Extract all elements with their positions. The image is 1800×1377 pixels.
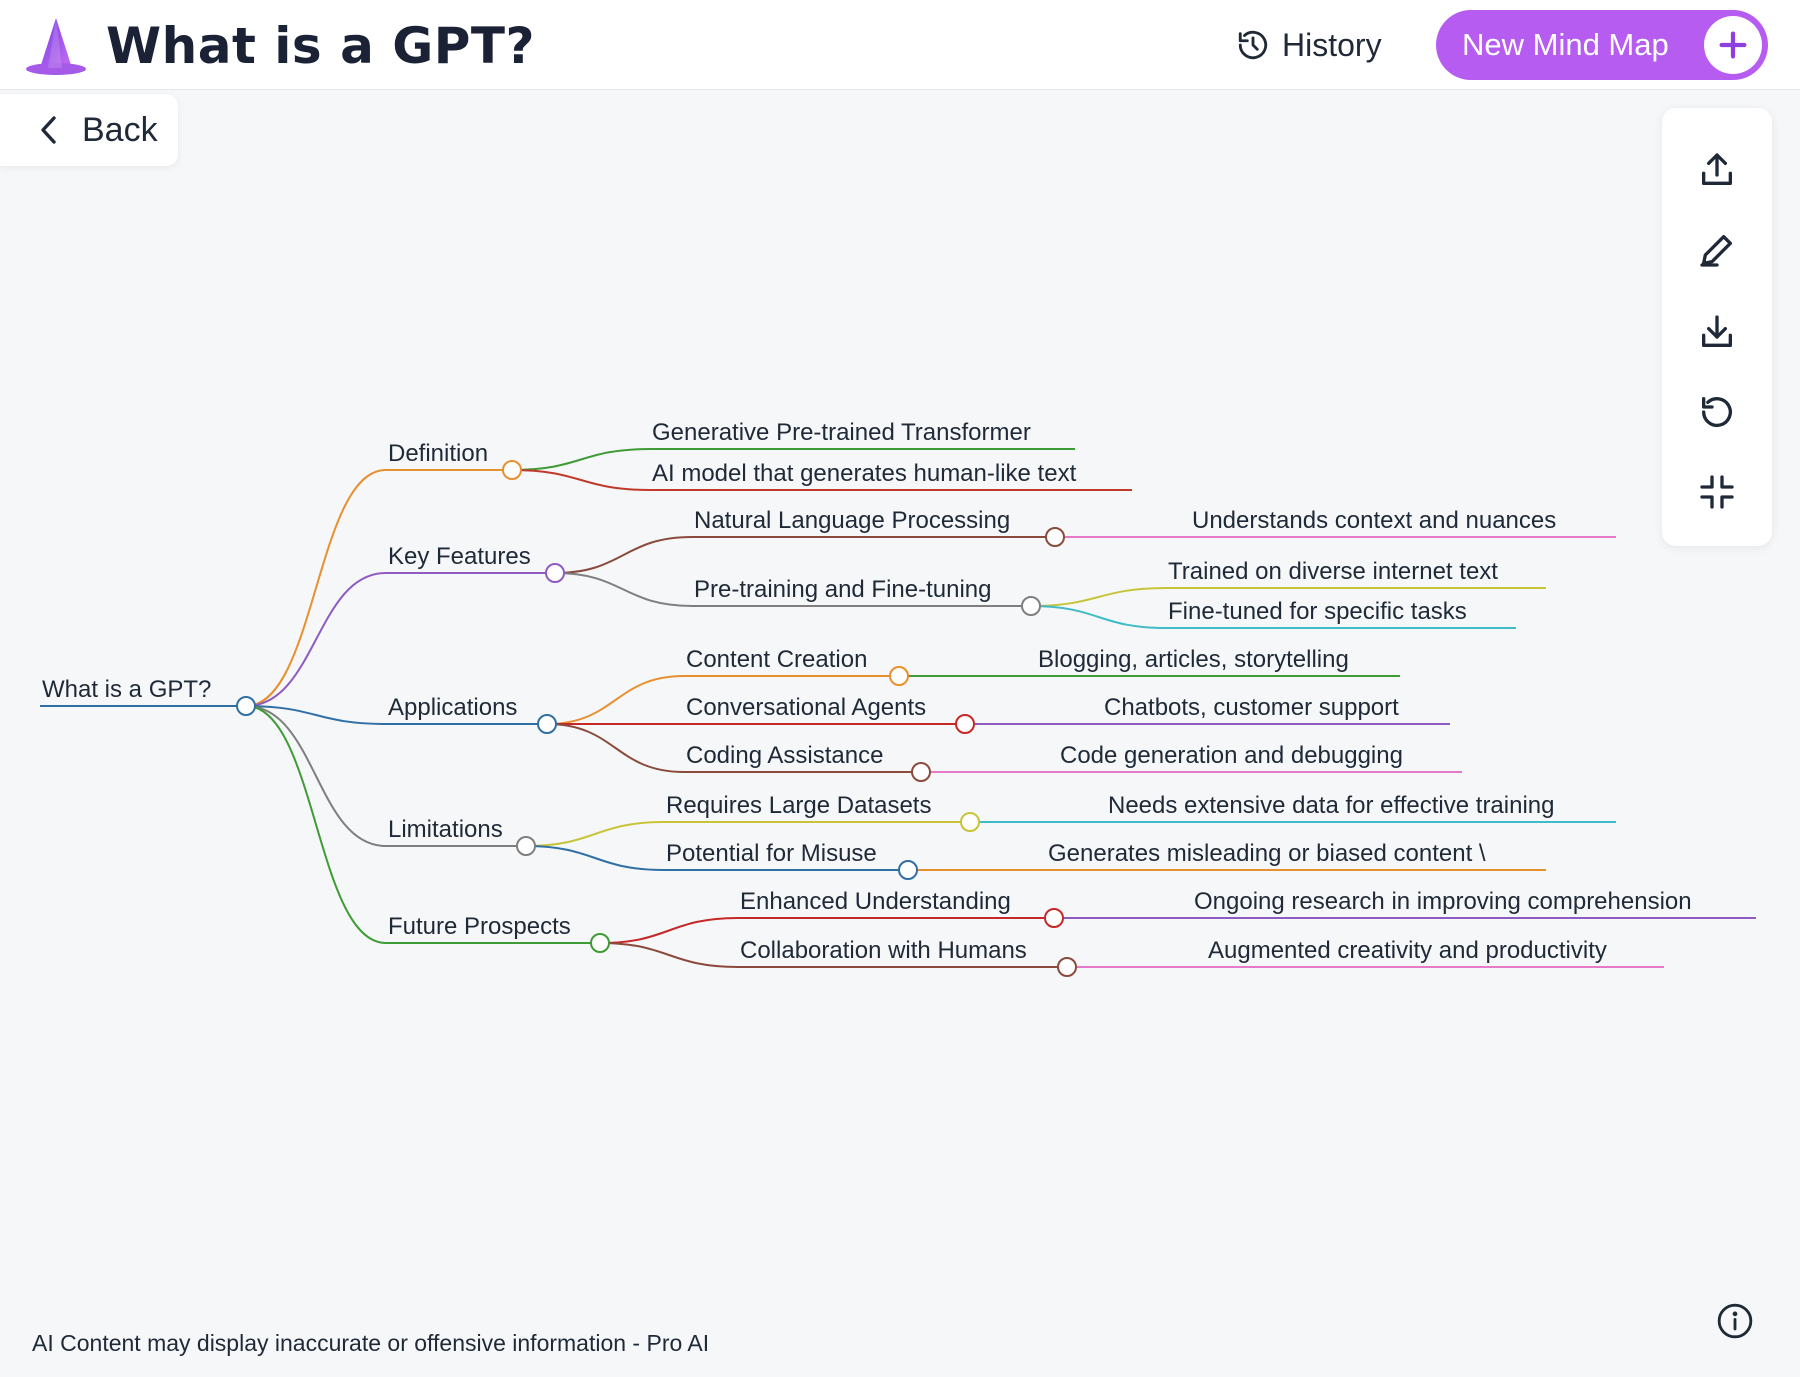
subtopic-node-label[interactable]: Collaboration with Humans [740, 937, 1027, 964]
page-title: What is a GPT? [106, 17, 536, 75]
subtopic-node-label[interactable]: Natural Language Processing [694, 507, 1010, 534]
branch-link [245, 705, 387, 944]
subtopic-node-label[interactable]: Potential for Misuse [666, 840, 877, 867]
collapse-icon [1700, 475, 1734, 509]
subtopic-link [546, 675, 685, 725]
subtopic-link [554, 572, 693, 607]
root-toggle-knob[interactable] [236, 696, 256, 716]
detail-node-label[interactable]: Understands context and nuances [1192, 507, 1556, 534]
edit-icon [1700, 235, 1732, 267]
detail-link [1030, 587, 1167, 607]
branch-toggle-knob[interactable] [516, 836, 536, 856]
subtopic-node-label[interactable]: AI model that generates human-like text [652, 460, 1077, 487]
subtopic-link [546, 723, 685, 773]
download-button[interactable] [1689, 304, 1745, 360]
subtopic-node-label[interactable]: Conversational Agents [686, 694, 926, 721]
subtopic-toggle-knob[interactable] [960, 812, 980, 832]
subtopic-toggle-knob[interactable] [911, 762, 931, 782]
app-header: What is a GPT? History New Mind Map [0, 0, 1800, 90]
subtopic-link [599, 942, 739, 968]
subtopic-node-label[interactable]: Requires Large Datasets [666, 792, 931, 819]
new-mind-map-label: New Mind Map [1462, 27, 1669, 62]
subtopic-toggle-knob[interactable] [1045, 527, 1065, 547]
branch-link [245, 705, 387, 847]
share-icon [1702, 153, 1732, 185]
branch-toggle-knob[interactable] [545, 563, 565, 583]
detail-node-label[interactable]: Generates misleading or biased content \ [1048, 840, 1486, 867]
subtopic-toggle-knob[interactable] [1044, 908, 1064, 928]
history-button[interactable]: History [1236, 22, 1382, 68]
subtopic-toggle-knob[interactable] [1057, 957, 1077, 977]
subtopic-node-label[interactable]: Content Creation [686, 646, 867, 673]
branch-link [245, 469, 387, 707]
detail-node-label[interactable]: Needs extensive data for effective train… [1108, 792, 1554, 819]
branch-toggle-knob[interactable] [502, 460, 522, 480]
ai-disclaimer: AI Content may display inaccurate or off… [32, 1330, 710, 1356]
subtopic-link [511, 469, 651, 491]
plus-icon [1704, 16, 1762, 74]
mind-map-links [40, 448, 1756, 969]
branch-toggle-knob[interactable] [590, 933, 610, 953]
detail-node-label[interactable]: Augmented creativity and productivity [1208, 937, 1607, 964]
branch-link [245, 572, 387, 707]
reset-icon [1702, 397, 1732, 428]
reset-button[interactable] [1689, 384, 1745, 440]
detail-node-label[interactable]: Blogging, articles, storytelling [1038, 646, 1349, 673]
info-icon[interactable] [1716, 1302, 1754, 1340]
subtopic-node-label[interactable]: Pre-training and Fine-tuning [694, 576, 992, 603]
branch-node-label[interactable]: Definition [388, 440, 488, 467]
detail-node-label[interactable]: Chatbots, customer support [1104, 694, 1399, 721]
branch-node-label[interactable]: Applications [388, 694, 517, 721]
subtopic-node-label[interactable]: Enhanced Understanding [740, 888, 1011, 915]
subtopic-toggle-knob[interactable] [889, 666, 909, 686]
subtopic-toggle-knob[interactable] [1021, 596, 1041, 616]
share-button[interactable] [1689, 142, 1745, 198]
subtopic-node-label[interactable]: Coding Assistance [686, 742, 883, 769]
subtopic-toggle-knob[interactable] [898, 860, 918, 880]
mind-map-nodes: What is a GPT? Definition Generative Pre-t… [42, 419, 1692, 977]
detail-node-label[interactable]: Trained on diverse internet text [1168, 558, 1498, 585]
chevron-left-icon [41, 116, 56, 144]
subtopic-link [599, 917, 739, 944]
subtopic-link [525, 821, 665, 847]
branch-link [245, 705, 387, 725]
subtopic-link [554, 536, 693, 574]
back-button[interactable]: Back [0, 94, 178, 166]
edit-button[interactable] [1689, 222, 1745, 278]
subtopic-node-label[interactable]: Generative Pre-trained Transformer [652, 419, 1031, 446]
download-icon [1702, 315, 1732, 347]
new-mind-map-button[interactable]: New Mind Map [1436, 10, 1768, 80]
map-toolbar [1662, 108, 1772, 546]
detail-link [1030, 605, 1167, 629]
detail-node-label[interactable]: Code generation and debugging [1060, 742, 1403, 769]
detail-node-label[interactable]: Fine-tuned for specific tasks [1168, 598, 1467, 625]
branch-toggle-knob[interactable] [537, 714, 557, 734]
detail-node-label[interactable]: Ongoing research in improving comprehens… [1194, 888, 1692, 915]
wizard-hat-logo-icon [26, 18, 86, 75]
history-label: History [1282, 26, 1382, 63]
collapse-button[interactable] [1689, 464, 1745, 520]
branch-node-label[interactable]: Future Prospects [388, 913, 571, 940]
subtopic-toggle-knob[interactable] [955, 714, 975, 734]
branch-node-label[interactable]: Key Features [388, 543, 531, 570]
subtopic-link [511, 448, 651, 471]
history-icon [1238, 30, 1268, 60]
subtopic-link [525, 845, 665, 871]
back-label: Back [82, 110, 158, 149]
root-node-label[interactable]: What is a GPT? [42, 676, 211, 703]
branch-node-label[interactable]: Limitations [388, 816, 503, 843]
